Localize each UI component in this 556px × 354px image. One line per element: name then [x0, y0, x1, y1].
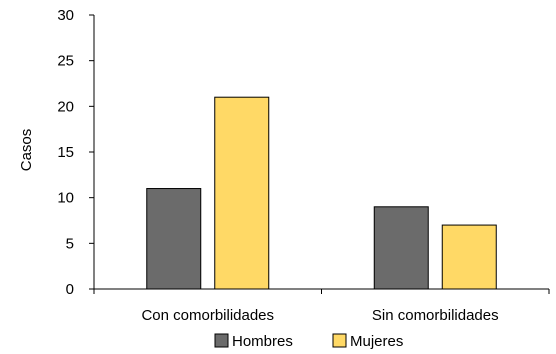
- legend-swatch-hombres: [214, 333, 229, 348]
- legend: Hombres Mujeres: [214, 333, 403, 350]
- x-tick-label: Sin comorbilidades: [372, 307, 499, 324]
- y-tick-label: 10: [57, 190, 74, 207]
- bar-hombres-1: [146, 188, 202, 290]
- legend-label-hombres: Hombres: [232, 333, 293, 350]
- y-tick-label: 30: [57, 7, 74, 24]
- x-axis-tick-labels: Con comorbilidades Sin comorbilidades: [141, 307, 498, 324]
- y-axis-ticks: 0 5 10 15 20 25 30: [57, 7, 94, 298]
- axes: [93, 15, 550, 294]
- y-tick-label: 0: [66, 281, 74, 298]
- bars: [146, 96, 497, 290]
- y-tick-label: 25: [57, 53, 74, 70]
- y-axis-title: Casos: [18, 129, 35, 172]
- bar-mujeres-2: [441, 224, 497, 290]
- legend-swatch-mujeres: [332, 333, 347, 348]
- legend-label-mujeres: Mujeres: [350, 333, 403, 350]
- y-tick-label: 5: [66, 235, 74, 252]
- bar-mujeres-1: [214, 96, 270, 290]
- x-tick-label: Con comorbilidades: [141, 307, 274, 324]
- bar-hombres-2: [373, 206, 429, 290]
- y-tick-label: 20: [57, 98, 74, 115]
- y-tick-label: 15: [57, 144, 74, 161]
